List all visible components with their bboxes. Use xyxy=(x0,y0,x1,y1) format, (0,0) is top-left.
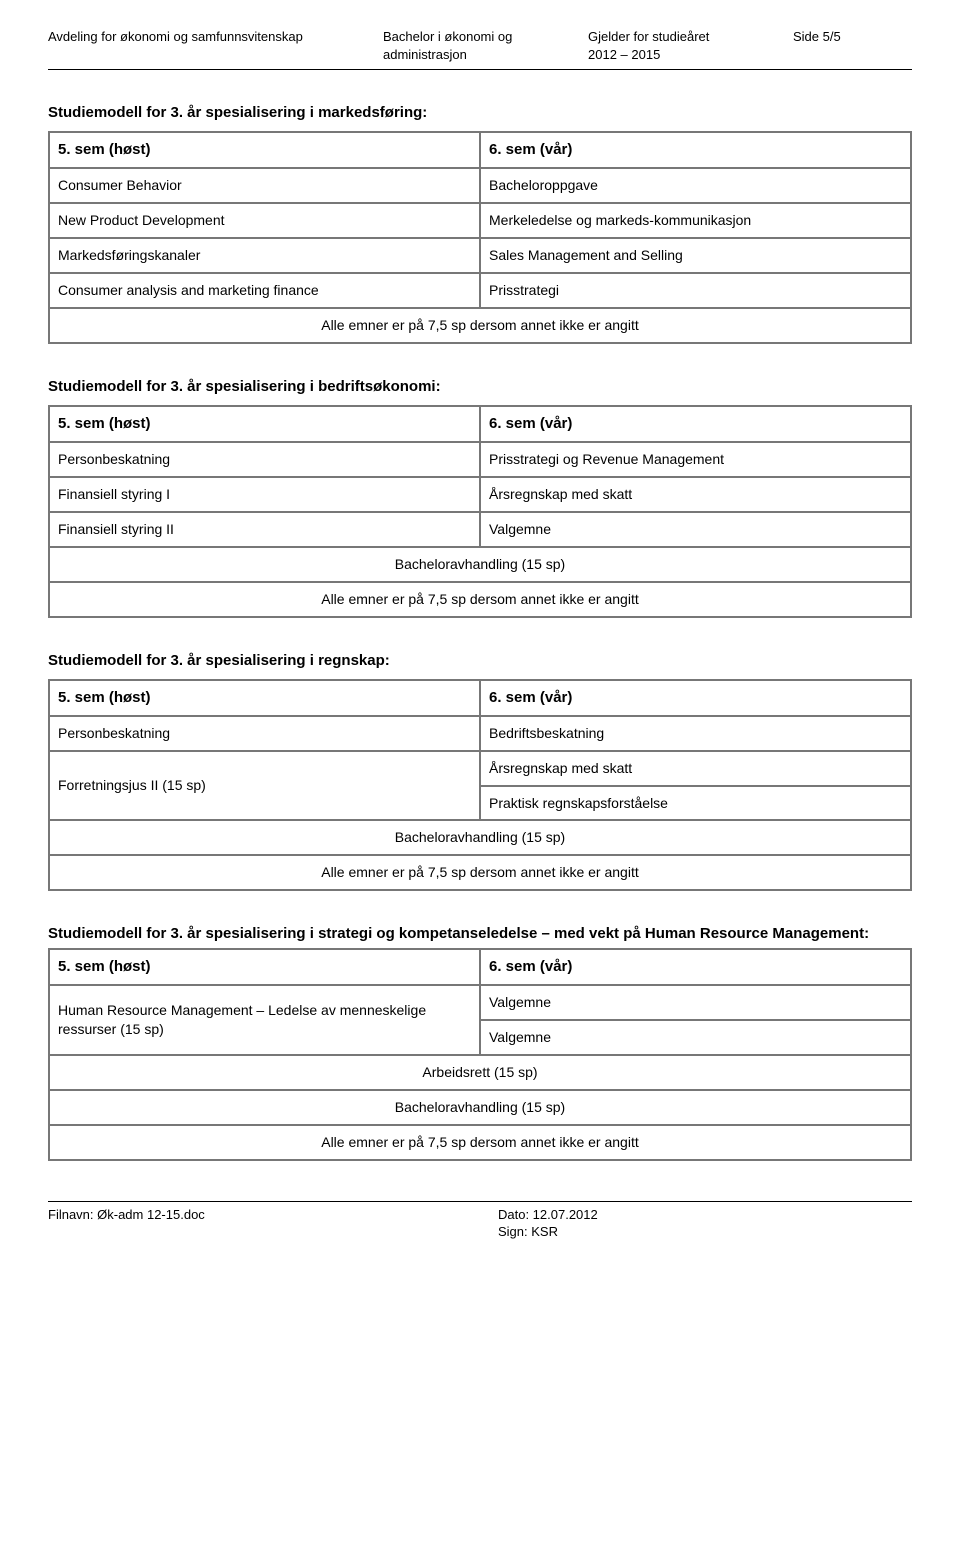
footer-date: Dato: 12.07.2012 xyxy=(498,1207,598,1222)
header-valid-l2: 2012 – 2015 xyxy=(588,47,660,62)
footer-divider xyxy=(48,1201,912,1202)
table-business-econ: 5. sem (høst) 6. sem (vår) Personbeskatn… xyxy=(48,405,912,618)
table-cell: Prisstrategi xyxy=(480,273,911,308)
table-cell: Årsregnskap med skatt xyxy=(480,751,911,786)
col-header-left: 5. sem (høst) xyxy=(49,680,480,716)
table-footnote: Alle emner er på 7,5 sp dersom annet ikk… xyxy=(49,1125,911,1160)
table-cell: Markedsføringskanaler xyxy=(49,238,480,273)
table-cell: Consumer Behavior xyxy=(49,168,480,203)
table-hrm: 5. sem (høst) 6. sem (vår) Human Resourc… xyxy=(48,948,912,1161)
table-cell: Finansiell styring II xyxy=(49,512,480,547)
footer-sign: Sign: KSR xyxy=(498,1224,558,1239)
table-cell: Bacheloroppgave xyxy=(480,168,911,203)
table-footnote: Alle emner er på 7,5 sp dersom annet ikk… xyxy=(49,855,911,890)
table-cell: Valgemne xyxy=(480,512,911,547)
col-header-right: 6. sem (vår) xyxy=(480,680,911,716)
table-marketing: 5. sem (høst) 6. sem (vår) Consumer Beha… xyxy=(48,131,912,344)
header-department: Avdeling for økonomi og samfunnsvitenska… xyxy=(48,28,383,63)
footer-filename: Filnavn: Øk-adm 12-15.doc xyxy=(48,1206,498,1241)
table-cell: Praktisk regnskapsforståelse xyxy=(480,786,911,821)
section-title-marketing: Studiemodell for 3. år spesialisering i … xyxy=(48,104,912,121)
col-header-right: 6. sem (vår) xyxy=(480,949,911,985)
section-title-hrm: Studiemodell for 3. år spesialisering i … xyxy=(48,925,912,942)
table-cell: Consumer analysis and marketing finance xyxy=(49,273,480,308)
col-header-right: 6. sem (vår) xyxy=(480,406,911,442)
table-cell: Merkeledelse og markeds-kommunikasjon xyxy=(480,203,911,238)
table-cell: Prisstrategi og Revenue Management xyxy=(480,442,911,477)
table-accounting: 5. sem (høst) 6. sem (vår) Personbeskatn… xyxy=(48,679,912,892)
page-header: Avdeling for økonomi og samfunnsvitenska… xyxy=(48,28,912,63)
footer-meta: Dato: 12.07.2012 Sign: KSR xyxy=(498,1206,912,1241)
table-center-row: Bacheloravhandling (15 sp) xyxy=(49,820,911,855)
table-cell: Sales Management and Selling xyxy=(480,238,911,273)
table-cell-merged: Human Resource Management – Ledelse av m… xyxy=(49,985,480,1055)
table-cell-merged: Forretningsjus II (15 sp) xyxy=(49,751,480,821)
table-center-row: Bacheloravhandling (15 sp) xyxy=(49,1090,911,1125)
col-header-left: 5. sem (høst) xyxy=(49,949,480,985)
header-validity: Gjelder for studieåret 2012 – 2015 xyxy=(588,28,793,63)
table-footnote: Alle emner er på 7,5 sp dersom annet ikk… xyxy=(49,582,911,617)
table-cell: Bedriftsbeskatning xyxy=(480,716,911,751)
table-footnote: Alle emner er på 7,5 sp dersom annet ikk… xyxy=(49,308,911,343)
header-divider xyxy=(48,69,912,70)
header-program: Bachelor i økonomi og administrasjon xyxy=(383,28,588,63)
table-cell: Finansiell styring I xyxy=(49,477,480,512)
header-page-number: Side 5/5 xyxy=(793,28,912,63)
section-title-accounting: Studiemodell for 3. år spesialisering i … xyxy=(48,652,912,669)
table-center-row: Bacheloravhandling (15 sp) xyxy=(49,547,911,582)
col-header-left: 5. sem (høst) xyxy=(49,406,480,442)
header-program-l2: administrasjon xyxy=(383,47,467,62)
table-cell: Årsregnskap med skatt xyxy=(480,477,911,512)
document-page: Avdeling for økonomi og samfunnsvitenska… xyxy=(0,0,960,1281)
header-program-l1: Bachelor i økonomi og xyxy=(383,29,512,44)
col-header-left: 5. sem (høst) xyxy=(49,132,480,168)
page-footer: Filnavn: Øk-adm 12-15.doc Dato: 12.07.20… xyxy=(48,1206,912,1241)
section-title-business-econ: Studiemodell for 3. år spesialisering i … xyxy=(48,378,912,395)
table-center-row: Arbeidsrett (15 sp) xyxy=(49,1055,911,1090)
header-valid-l1: Gjelder for studieåret xyxy=(588,29,709,44)
table-cell: Valgemne xyxy=(480,1020,911,1055)
table-cell: New Product Development xyxy=(49,203,480,238)
col-header-right: 6. sem (vår) xyxy=(480,132,911,168)
table-cell: Valgemne xyxy=(480,985,911,1020)
table-cell: Personbeskatning xyxy=(49,442,480,477)
table-cell: Personbeskatning xyxy=(49,716,480,751)
